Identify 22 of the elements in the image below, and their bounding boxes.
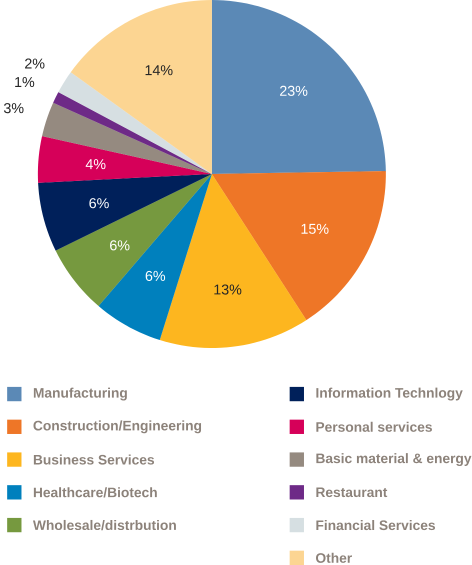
data-label: 14% xyxy=(146,65,173,76)
legend-label: Construction/Engineering xyxy=(34,420,202,434)
data-label: 6% xyxy=(90,198,110,208)
legend-label: Business Services xyxy=(34,454,154,465)
data-label: 6% xyxy=(110,240,130,250)
data-label: 15% xyxy=(302,224,329,234)
legend-label: Financial Services xyxy=(316,520,436,530)
legend-label: Wholesale/distrbution xyxy=(33,520,176,530)
data-label: 23% xyxy=(280,86,308,96)
data-label: 3% xyxy=(4,103,24,114)
legend-label: Healthcare/Biotech xyxy=(34,487,158,498)
legend-label: Other xyxy=(316,552,352,563)
legend-label: Basic material & energy xyxy=(316,453,472,466)
data-label: 1% xyxy=(15,77,34,88)
data-label: 6% xyxy=(146,270,166,281)
legend-label: Manufacturing xyxy=(34,388,128,400)
legend-label: Personal services xyxy=(316,422,432,432)
data-label: 13% xyxy=(214,284,242,295)
legend-label: Restaurant xyxy=(316,488,388,498)
legend-label: Information Technlogy xyxy=(316,388,463,400)
data-label: 4% xyxy=(86,159,106,170)
data-label: 2% xyxy=(25,58,45,69)
